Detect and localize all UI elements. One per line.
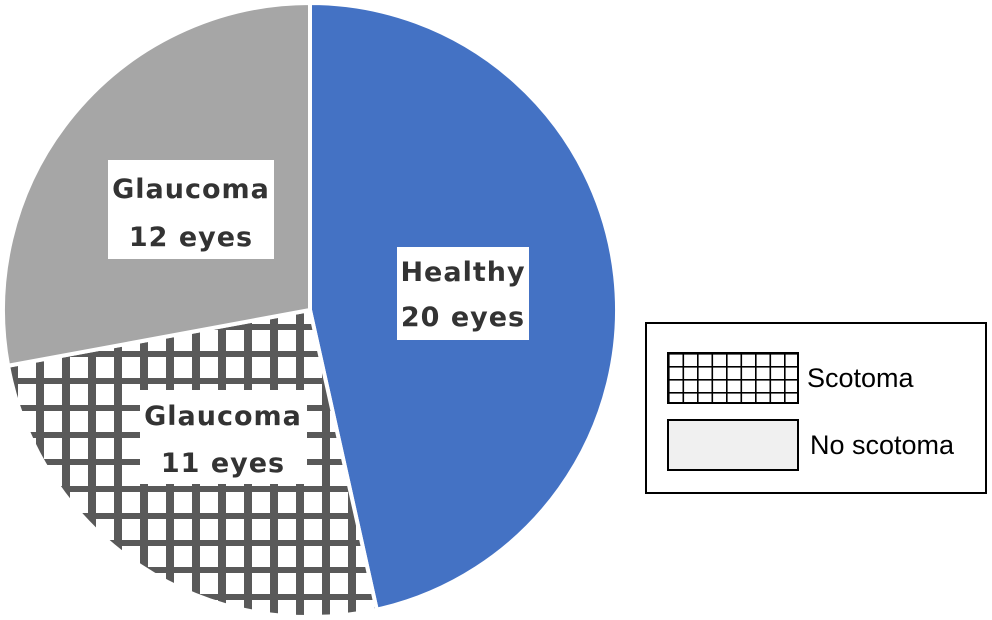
slice-label-glaucoma-no-scotoma-box [108, 160, 274, 259]
slice-label-glaucoma-scotoma-line2: 11 eyes [161, 448, 285, 479]
slice-label-healthy-line2: 20 eyes [401, 302, 525, 333]
slice-label-healthy-line1: Healthy [400, 257, 525, 288]
slice-label-glaucoma-scotoma: Glaucoma 11 eyes [140, 390, 307, 484]
slice-label-glaucoma-no-scotoma: Glaucoma 12 eyes [108, 160, 274, 259]
slice-label-glaucoma-no-scotoma-line1: Glaucoma [112, 174, 270, 205]
slice-label-glaucoma-no-scotoma-line2: 12 eyes [129, 222, 253, 253]
legend-swatch-no-scotoma [667, 419, 799, 471]
slice-label-glaucoma-scotoma-line1: Glaucoma [144, 401, 302, 432]
slice-label-healthy-box [397, 247, 529, 340]
legend-label-no-scotoma: No scotoma [810, 430, 955, 460]
legend: Scotoma No scotoma [645, 322, 987, 494]
legend-swatch-scotoma [667, 352, 799, 404]
slice-label-healthy: Healthy 20 eyes [397, 247, 529, 340]
legend-label-scotoma: Scotoma [807, 363, 915, 393]
slice-label-glaucoma-scotoma-box [140, 390, 307, 484]
